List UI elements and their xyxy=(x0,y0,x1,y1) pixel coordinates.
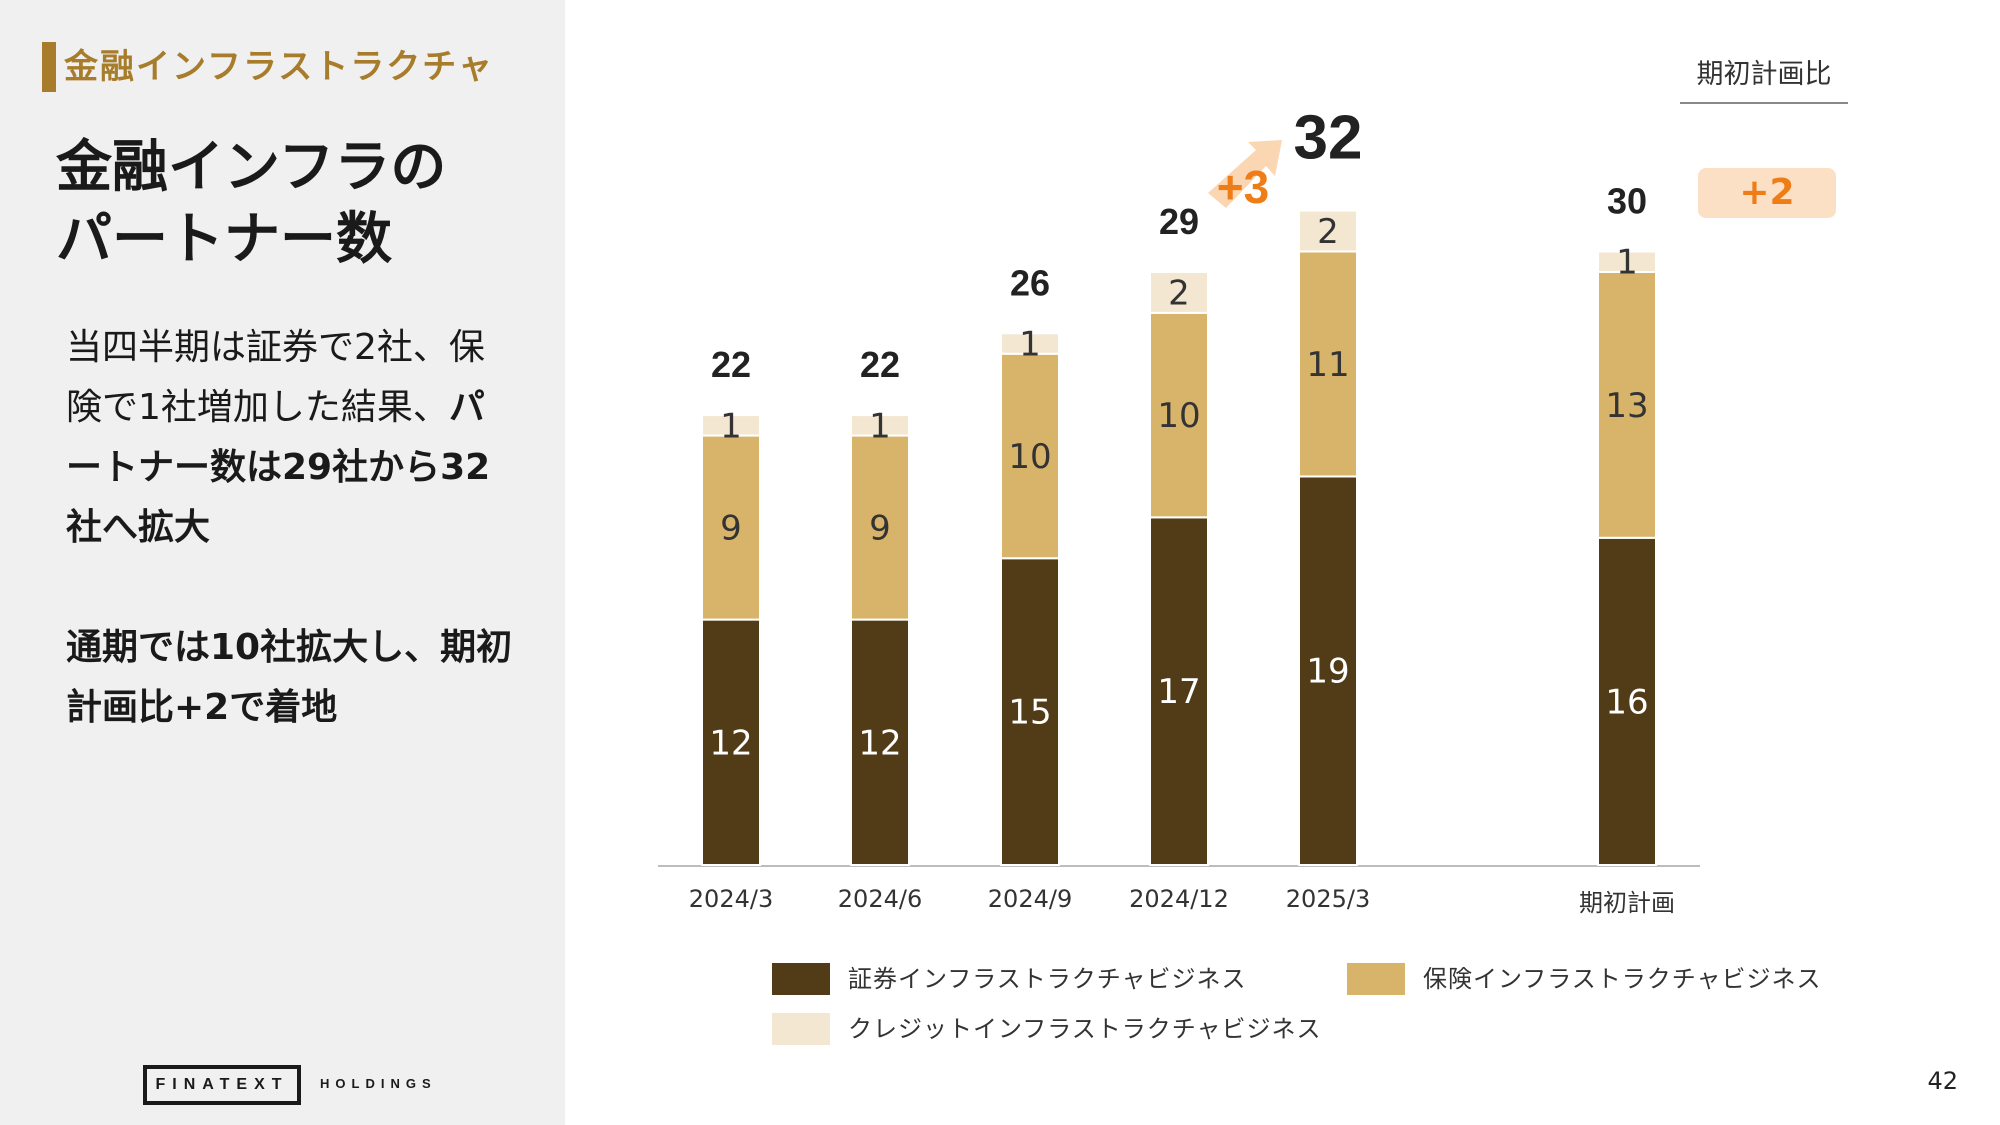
company-logo-sub: HOLDINGS xyxy=(320,1076,437,1091)
page-number: 42 xyxy=(1927,1067,1958,1095)
summary-normal-text: 当四半期は証券で2社、保険で1社増加した結果、 xyxy=(66,327,485,428)
bar-segment xyxy=(850,414,910,437)
bar-total-label: 22 xyxy=(711,344,751,385)
bar-value-label: 11 xyxy=(1306,345,1349,385)
bar-segment xyxy=(1149,516,1209,866)
legend-swatch-insurance xyxy=(1347,963,1405,995)
bar-segment xyxy=(1000,557,1060,866)
bar-value-label: 9 xyxy=(720,509,742,549)
growth-arrow-icon xyxy=(1208,140,1282,208)
legend-swatch-securities xyxy=(772,963,830,995)
x-tick-label: 2025/3 xyxy=(1286,885,1370,913)
bar-value-label: 12 xyxy=(858,723,901,763)
x-tick-label: 2024/12 xyxy=(1129,885,1229,913)
company-logo: FINATEXT xyxy=(143,1065,301,1105)
bar-segment xyxy=(701,618,761,866)
summary-paragraph-2: 通期では10社拡大し、期初計画比+2で着地 xyxy=(66,618,516,738)
summary-paragraph-1: 当四半期は証券で2社、保険で1社増加した結果、パートナー数は29社から32社へ拡… xyxy=(66,318,516,558)
bar-value-label: 12 xyxy=(709,723,752,763)
legend-label-credit: クレジットインフラストラクチャビジネス xyxy=(848,1015,1322,1043)
summary-text: 当四半期は証券で2社、保険で1社増加した結果、パートナー数は29社から32社へ拡… xyxy=(66,318,516,738)
page-title-line-2: パートナー数 xyxy=(56,207,392,272)
reference-badge: +2 xyxy=(1698,168,1836,218)
legend-label-securities: 証券インフラストラクチャビジネス xyxy=(848,965,1247,993)
legend-label-insurance: 保険インフラストラクチャビジネス xyxy=(1423,965,1822,993)
bar-value-label: 1 xyxy=(1019,325,1041,365)
bar-value-label: 2 xyxy=(1168,273,1190,313)
bar-total-label: 32 xyxy=(1294,104,1363,173)
bar-segment xyxy=(1597,270,1657,539)
bar-value-label: 15 xyxy=(1008,693,1051,733)
x-tick-label: 2024/6 xyxy=(838,885,922,913)
x-tick-label: 2024/3 xyxy=(689,885,773,913)
bar-segment xyxy=(1597,536,1657,866)
bar-segment xyxy=(1000,332,1060,355)
bar-segment xyxy=(1149,311,1209,519)
bar-segment xyxy=(701,434,761,621)
x-tick-label: 期初計画 xyxy=(1579,889,1675,917)
section-accent-bar xyxy=(42,42,56,92)
x-tick-label: 2024/9 xyxy=(988,885,1072,913)
bar-value-label: 10 xyxy=(1008,437,1051,477)
bar-value-label: 17 xyxy=(1157,672,1200,712)
bar-value-label: 16 xyxy=(1605,682,1648,722)
summary-bold-text-2: 通期では10社拡大し、期初計画比+2で着地 xyxy=(66,627,513,728)
section-title: 金融インフラストラクチャ xyxy=(64,47,494,87)
bar-total-label: 26 xyxy=(1010,262,1050,303)
summary-bold-text: パートナー数は29社から32社へ拡大 xyxy=(66,387,491,548)
bar-segment xyxy=(1298,209,1358,253)
bar-value-label: 10 xyxy=(1157,396,1200,436)
bar-value-label: 1 xyxy=(869,406,891,446)
legend-swatch-credit xyxy=(772,1013,830,1045)
page-title: 金融インフラの パートナー数 xyxy=(56,132,536,276)
bar-segment xyxy=(1149,270,1209,314)
growth-annotation-label: +3 xyxy=(1217,161,1269,213)
reference-label: 期初計画比 xyxy=(1696,59,1832,90)
bar-total-label: 30 xyxy=(1607,181,1647,222)
bar-segment xyxy=(701,414,761,437)
bar-segment xyxy=(1597,250,1657,273)
bar-value-label: 2 xyxy=(1317,212,1339,252)
bar-value-label: 1 xyxy=(720,406,742,446)
bar-value-label: 1 xyxy=(1616,243,1638,283)
page-title-line-1: 金融インフラの xyxy=(56,135,447,200)
bar-value-label: 13 xyxy=(1605,386,1648,426)
left-panel xyxy=(0,0,565,1125)
bar-total-label: 29 xyxy=(1159,201,1199,242)
bar-value-label: 19 xyxy=(1306,652,1349,692)
reference-underline xyxy=(1680,102,1848,104)
bar-total-label: 22 xyxy=(860,344,900,385)
bar-value-label: 9 xyxy=(869,509,891,549)
